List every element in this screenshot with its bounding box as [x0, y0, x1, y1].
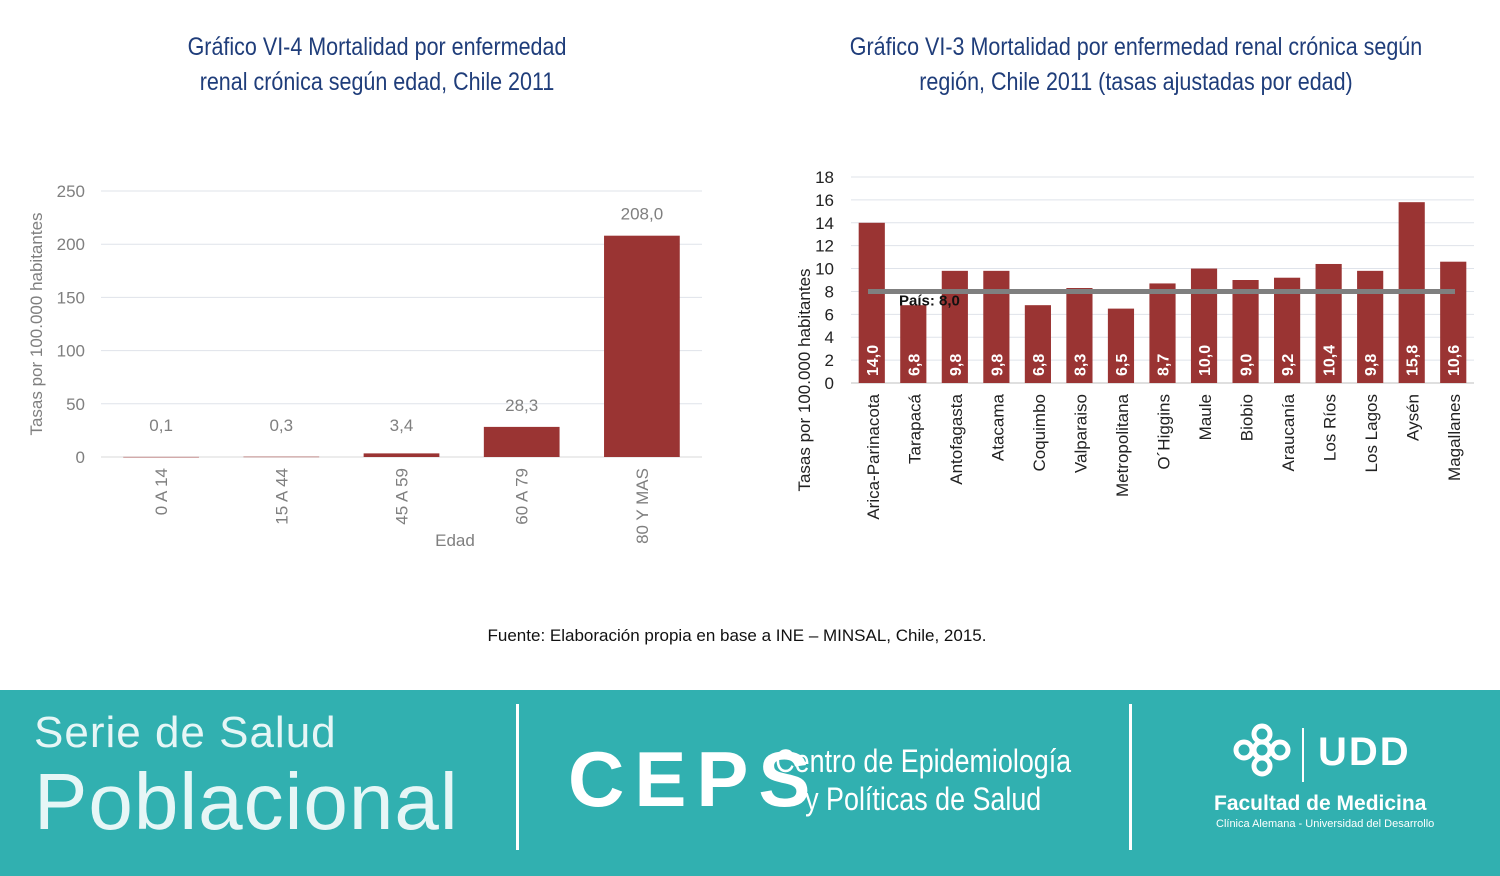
y-tick-label: 8: [825, 282, 834, 301]
faculty-name: Facultad de Medicina: [1214, 792, 1426, 816]
x-tick-label: Maule: [1196, 394, 1215, 440]
y-tick-label: 4: [825, 328, 834, 347]
source-note: Fuente: Elaboración propia en base a INE…: [0, 626, 1474, 646]
faculty-logo-icon: [1232, 720, 1292, 780]
data-label: 9,8: [948, 354, 965, 376]
y-tick-label: 0: [825, 374, 834, 393]
region-mortality-chart: 0 2 4 6 8 10 12 14 16 18 14,0 Arica-Parinacota 6,8 Ta…: [0, 0, 1500, 600]
x-tick-label: Valparaiso: [1071, 394, 1090, 473]
data-label: 6,5: [1114, 354, 1131, 376]
footer-divider: [516, 704, 519, 850]
data-label: 14,0: [865, 345, 882, 376]
x-tick-label: Aysén: [1404, 394, 1423, 441]
y-tick-label: 6: [825, 305, 834, 324]
x-tick-label: Los Lagos: [1362, 394, 1381, 472]
ceps-subtitle: Centro de Epidemiología y Políticas de S…: [772, 742, 1074, 818]
reference-line-label: País: 8,0: [899, 292, 960, 309]
data-label: 15,8: [1405, 345, 1422, 376]
data-label: 10,4: [1322, 345, 1339, 376]
x-tick-label: Arica-Parinacota: [864, 393, 883, 519]
data-label: 9,0: [1239, 354, 1256, 376]
y-tick-label: 2: [825, 351, 834, 370]
y-tick-label: 16: [815, 191, 834, 210]
data-label: 9,8: [989, 354, 1006, 376]
data-label: 10,6: [1446, 345, 1463, 376]
series-title-line2: Poblacional: [34, 756, 459, 848]
udd-logo-text: UDD: [1318, 730, 1411, 775]
data-label: 6,8: [906, 354, 923, 376]
x-tick-label: O´Higgins: [1155, 394, 1174, 470]
faculty-affiliation: Clínica Alemana - Universidad del Desarr…: [1216, 818, 1434, 830]
y-tick-label: 14: [815, 214, 834, 233]
data-label: 10,0: [1197, 345, 1214, 376]
ceps-subtitle-line2: y Políticas de Salud: [772, 780, 1074, 818]
data-label: 8,7: [1156, 354, 1173, 376]
data-label: 9,2: [1280, 354, 1297, 376]
x-tick-label: Biobio: [1238, 394, 1257, 441]
x-tick-label: Coquimbo: [1030, 394, 1049, 472]
y-axis-title: Tasas por 100.000 habitantes: [795, 268, 814, 491]
x-tick-label: Antofagasta: [947, 393, 966, 484]
x-tick-label: Magallanes: [1445, 394, 1464, 481]
ceps-subtitle-line1: Centro de Epidemiología: [772, 742, 1074, 780]
x-tick-label: Metropolitana: [1113, 393, 1132, 497]
y-tick-label: 12: [815, 237, 834, 256]
logo-separator: [1302, 728, 1304, 782]
x-tick-label: Los Ríos: [1321, 394, 1340, 461]
footer-divider: [1129, 704, 1132, 850]
y-tick-label: 18: [815, 168, 834, 187]
y-tick-label: 10: [815, 260, 834, 279]
footer-band: Serie de Salud Poblacional CEPS Centro d…: [0, 690, 1500, 876]
series-title-line1: Serie de Salud: [34, 708, 337, 758]
data-label: 9,8: [1363, 354, 1380, 376]
x-tick-label: Tarapacá: [905, 393, 924, 463]
x-tick-label: Araucanía: [1279, 393, 1298, 471]
data-label: 6,8: [1031, 354, 1048, 376]
data-label: 8,3: [1072, 354, 1089, 376]
x-tick-label: Atacama: [988, 393, 1007, 461]
